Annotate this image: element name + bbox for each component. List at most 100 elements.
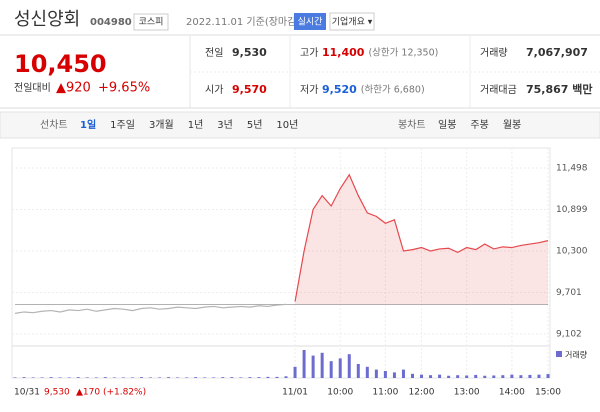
- x-tick-label: 13:00: [454, 388, 480, 398]
- volume-bar: [474, 374, 478, 378]
- tab[interactable]: 1년: [188, 119, 204, 131]
- change: ▲920: [56, 81, 91, 96]
- volume-bar: [447, 375, 451, 378]
- volume-bar: [139, 377, 143, 378]
- volume-bar: [383, 371, 387, 378]
- realtime-button[interactable]: [294, 13, 326, 30]
- volume-bar: [501, 375, 505, 378]
- volume-bar: [176, 377, 180, 378]
- volume-bar: [420, 374, 424, 378]
- volume-bar: [167, 377, 171, 378]
- volume-bar: [49, 377, 53, 378]
- company[interactable]: 기업개요 ▾: [332, 17, 373, 28]
- stat-note: (하한가 6,680): [361, 84, 425, 96]
- area: [295, 174, 548, 305]
- stat-label: 저가: [300, 84, 318, 96]
- stat-value: 11,400: [322, 46, 365, 59]
- volume-bar: [230, 377, 234, 378]
- volume-bar: [22, 377, 26, 378]
- volume-bar: [465, 375, 469, 378]
- stat-label: 전일: [205, 47, 223, 59]
- volume-bar: [302, 350, 306, 378]
- volume-bar: [31, 377, 35, 378]
- stat-note: (상한가 12,350): [368, 48, 438, 59]
- volume-bar: [546, 374, 550, 378]
- volume-bar: [58, 377, 62, 378]
- stat-value: 75,867 백만: [526, 82, 593, 96]
- volume-bar: [410, 373, 414, 378]
- x-tick-label: 14:00: [499, 388, 525, 398]
- footer-date: 10/31: [14, 388, 40, 398]
- volume-bar: [320, 352, 324, 378]
- x-tick-label: 10:00: [327, 388, 353, 398]
- volume-bar: [483, 375, 487, 378]
- volume-label: 거래량: [565, 350, 588, 360]
- volume-bar: [392, 372, 396, 378]
- volume-bar: [185, 377, 189, 378]
- volume-bar: [293, 366, 297, 378]
- volume-bar: [456, 375, 460, 378]
- volume-bar: [121, 377, 125, 378]
- realtime[interactable]: 실시간: [298, 17, 323, 28]
- volume-bar: [103, 377, 107, 378]
- stat-label: 고가: [300, 47, 318, 59]
- volume-bar: [130, 377, 134, 378]
- tab[interactable]: 1주일: [110, 119, 135, 131]
- stat-label: 거래량: [480, 47, 508, 59]
- tab-group-label: 선차트: [40, 119, 68, 131]
- volume-bar: [257, 377, 261, 378]
- volume-bar: [311, 355, 315, 378]
- tab[interactable]: 1일: [80, 118, 96, 131]
- volume-bar: [158, 377, 162, 378]
- stock-name: 성신양회: [14, 9, 80, 30]
- volume-bar: [429, 375, 433, 378]
- price-line: [14, 303, 287, 314]
- volume-bar: [194, 377, 198, 378]
- tab-bar: [0, 111, 600, 139]
- volume-bar: [537, 374, 541, 378]
- tab[interactable]: 10년: [276, 119, 298, 131]
- volume-bar: [492, 375, 496, 378]
- volume-bar: [528, 374, 532, 378]
- stock-code: 004980: [90, 17, 132, 28]
- stat-label: 시가: [205, 84, 223, 96]
- y-tick-label: 10,899: [556, 205, 588, 215]
- volume-bar: [112, 377, 116, 378]
- volume-bar: [76, 377, 80, 378]
- volume-bar: [365, 366, 369, 378]
- tab[interactable]: 3개월: [149, 119, 174, 131]
- market-badge: [133, 13, 169, 31]
- volume-bar: [248, 377, 252, 378]
- company-button[interactable]: [329, 12, 375, 31]
- volume-bar: [401, 369, 405, 378]
- tab[interactable]: 주봉: [470, 119, 488, 131]
- volume-bar: [221, 377, 225, 378]
- volume-bar: [149, 377, 153, 378]
- volume-bar: [203, 377, 207, 378]
- price-line: [294, 173, 549, 302]
- volume-icon: [556, 351, 562, 357]
- tab[interactable]: 3년: [217, 119, 233, 131]
- x-tick-label: 11/01: [282, 388, 308, 398]
- stat-label: 거래대금: [480, 84, 517, 96]
- stat-value: 7,067,907: [526, 46, 588, 59]
- volume-bar: [212, 377, 216, 378]
- rate: +9.65%: [98, 81, 150, 96]
- volume-bar: [239, 377, 243, 378]
- stat-value: 9,520: [322, 83, 357, 96]
- tab-group-label: 봉차트: [398, 119, 426, 131]
- x-tick-label: 15:00: [535, 388, 561, 398]
- volume-bar: [94, 377, 98, 378]
- y-tick-label: 9,701: [556, 288, 582, 298]
- tab[interactable]: 월봉: [503, 119, 521, 131]
- volume-bar: [284, 376, 288, 378]
- volume-bar: [510, 374, 514, 378]
- tab[interactable]: 일봉: [438, 119, 456, 131]
- y-tick-label: 10,300: [556, 247, 588, 257]
- tab[interactable]: 5년: [247, 119, 263, 131]
- x-tick-label: 11:00: [372, 388, 398, 398]
- current-price: 10,450: [14, 50, 107, 78]
- footer-price: 9,530: [44, 388, 70, 398]
- y-tick-label: 9,102: [556, 330, 582, 340]
